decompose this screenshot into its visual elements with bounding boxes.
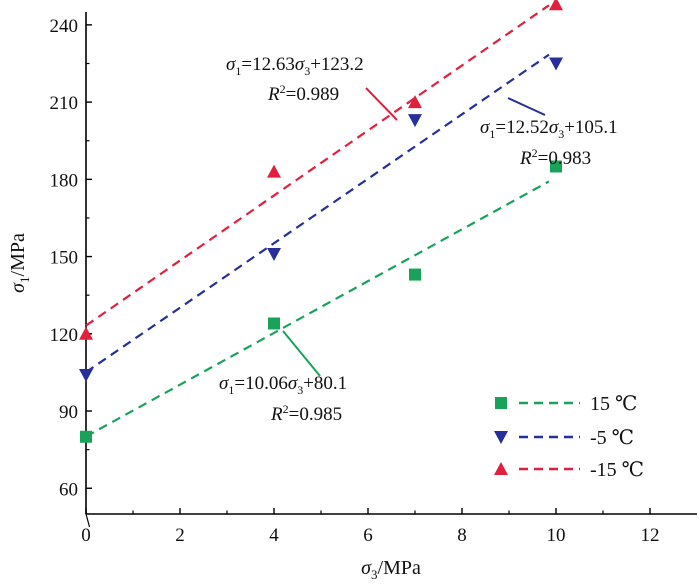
fit-line-series-0: [85, 180, 550, 438]
fit-equation-series-2-part: +123.2: [310, 54, 363, 75]
fit-r2-series-1: R2=0.983: [519, 146, 591, 169]
legend-marker-series-2: [494, 462, 508, 475]
data-points: [79, 0, 563, 443]
fit-equation-series-0-part: =10.06: [234, 373, 287, 394]
data-point-series-0: [80, 430, 92, 443]
data-point-series-0: [409, 268, 421, 281]
legend: 15 ℃ -5 ℃ -15 ℃: [494, 393, 644, 481]
y-tick-label: 60: [59, 479, 78, 500]
fit-r2-series-1-part: =0.983: [538, 148, 591, 169]
y-tick-label: 240: [50, 16, 79, 37]
fit-r2-series-0-part: =0.985: [289, 404, 342, 425]
x-tick-label: 4: [269, 525, 279, 546]
fit-equation-series-0-part: 3: [297, 383, 303, 397]
fit-annotations: σ1=10.06σ3+80.1R2=0.985σ1=12.52σ3+105.1R…: [219, 54, 618, 425]
annotation-leader-series-1: [507, 97, 546, 116]
data-point-series-1: [408, 114, 422, 128]
annotation-leader-series-0: [282, 330, 321, 377]
fit-r2-series-0-part: 2: [283, 402, 289, 416]
fit-equation-series-2-part: σ: [226, 54, 236, 75]
y-axis-label: σ1/MPa: [7, 233, 32, 293]
y-minor-tick: [85, 513, 91, 528]
fit-line-series-2: [85, 4, 550, 327]
y-tick-label: 90: [59, 402, 78, 423]
x-axis-label: σ3/MPa: [361, 557, 421, 582]
fit-r2-series-2-part: 2: [280, 82, 286, 96]
fit-r2-series-2-part: =0.989: [286, 84, 339, 105]
y-tick-label: 120: [50, 325, 79, 346]
x-tick-label: 6: [363, 525, 373, 546]
fit-equation-series-1-part: 1: [489, 127, 495, 141]
x-axis-label-part: 3: [371, 567, 378, 582]
y-tick-label: 150: [50, 248, 79, 269]
x-tick-label: 10: [547, 525, 566, 546]
fit-r2-series-0: R2=0.985: [270, 402, 342, 425]
data-point-series-2: [267, 164, 281, 178]
fit-equation-series-1-part: +105.1: [564, 117, 617, 138]
legend-label-series-1: -5 ℃: [590, 427, 634, 449]
fit-r2-series-2: R2=0.989: [267, 82, 339, 105]
annotation-leader-series-2: [365, 87, 398, 121]
fit-equation-series-1: σ1=12.52σ3+105.1: [480, 117, 618, 141]
data-point-series-0: [268, 317, 280, 330]
fit-equation-series-0-part: 1: [228, 383, 234, 397]
data-point-series-1: [549, 57, 563, 71]
fit-equation-series-0: σ1=10.06σ3+80.1: [219, 373, 347, 397]
data-point-series-2: [79, 326, 93, 340]
data-point-series-2: [549, 0, 563, 11]
x-tick-label: 2: [175, 525, 185, 546]
data-point-series-0: [550, 160, 562, 173]
fit-equation-series-1-part: σ: [549, 117, 559, 138]
x-tick-label: 0: [81, 525, 91, 546]
x-axis-label-part: σ: [361, 557, 372, 579]
fit-lines: [85, 4, 550, 438]
y-axis-label-part: σ: [7, 282, 29, 293]
y-tick-label: 210: [50, 93, 79, 114]
fit-equation-series-1-part: σ: [480, 117, 490, 138]
fit-equation-series-2-part: =12.63: [241, 54, 294, 75]
fit-equation-series-0-part: σ: [288, 373, 298, 394]
legend-marker-series-1: [494, 431, 508, 444]
legend-label-series-2: -15 ℃: [590, 459, 644, 481]
legend-marker-series-0: [495, 397, 507, 409]
fit-equation-series-2-part: σ: [295, 54, 305, 75]
data-point-series-2: [408, 95, 422, 109]
y-tick-label: 180: [50, 170, 79, 191]
fit-equation-series-1-part: =12.52: [495, 117, 548, 138]
fit-r2-series-1-part: R: [519, 148, 532, 169]
x-axis-label-part: /MPa: [378, 557, 421, 579]
fit-r2-series-1-part: 2: [532, 146, 538, 160]
fit-line-series-1: [85, 53, 550, 374]
data-point-series-1: [79, 368, 93, 382]
fit-equation-series-2-part: 3: [304, 64, 310, 78]
fit-equation-series-1-part: 3: [558, 127, 564, 141]
y-axis-label-part: /MPa: [7, 233, 29, 276]
legend-label-series-0: 15 ℃: [590, 393, 637, 415]
x-tick-label: 8: [457, 525, 467, 546]
data-point-series-1: [267, 247, 281, 261]
fit-r2-series-2-part: R: [267, 84, 280, 105]
fit-equation-series-2: σ1=12.63σ3+123.2: [226, 54, 364, 78]
fit-equation-series-0-part: σ: [219, 373, 229, 394]
x-tick-label: 12: [641, 525, 660, 546]
fit-equation-series-0-part: +80.1: [303, 373, 347, 394]
y-axis-label-part: 1: [17, 276, 32, 283]
fit-r2-series-0-part: R: [270, 404, 283, 425]
fit-equation-series-2-part: 1: [235, 64, 241, 78]
